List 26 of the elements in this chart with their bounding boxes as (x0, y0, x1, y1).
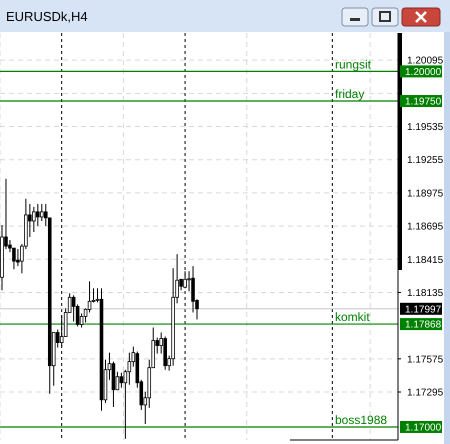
candlestick (40, 203, 44, 222)
y-tick-label: 1.18695 (407, 222, 444, 233)
ref-line-label: rungsit (335, 57, 372, 72)
ref-line-label: boss1988 (335, 412, 388, 427)
candlestick (183, 270, 187, 289)
text: 1.17000 (405, 422, 442, 434)
candlestick (36, 203, 40, 226)
y-tick-label: 1.17575 (407, 354, 444, 366)
y-tick-label: 1.18135 (407, 288, 444, 299)
y-tick-label: 1.18975 (407, 188, 444, 200)
candlestick (16, 248, 20, 267)
y-tick-label: 1.19255 (407, 155, 444, 166)
y-tick-label: 1.19535 (407, 122, 444, 134)
y-tick-label: 1.18415 (407, 254, 444, 266)
text: 1.17997 (405, 304, 442, 316)
y-tick-label: 1.17295 (407, 388, 444, 398)
ref-line-label: friday (335, 87, 364, 102)
candlestick (88, 280, 92, 313)
candlestick (60, 314, 64, 348)
chart-title: EURUSDk,H4 (6, 9, 88, 24)
text: 1.19750 (405, 96, 442, 108)
candlestick (120, 372, 124, 388)
text: 1.17868 (405, 320, 442, 331)
ref-line-label: komkit (335, 310, 370, 324)
y-tick-label: 1.20095 (407, 56, 444, 67)
text: 1.20000 (405, 66, 442, 78)
